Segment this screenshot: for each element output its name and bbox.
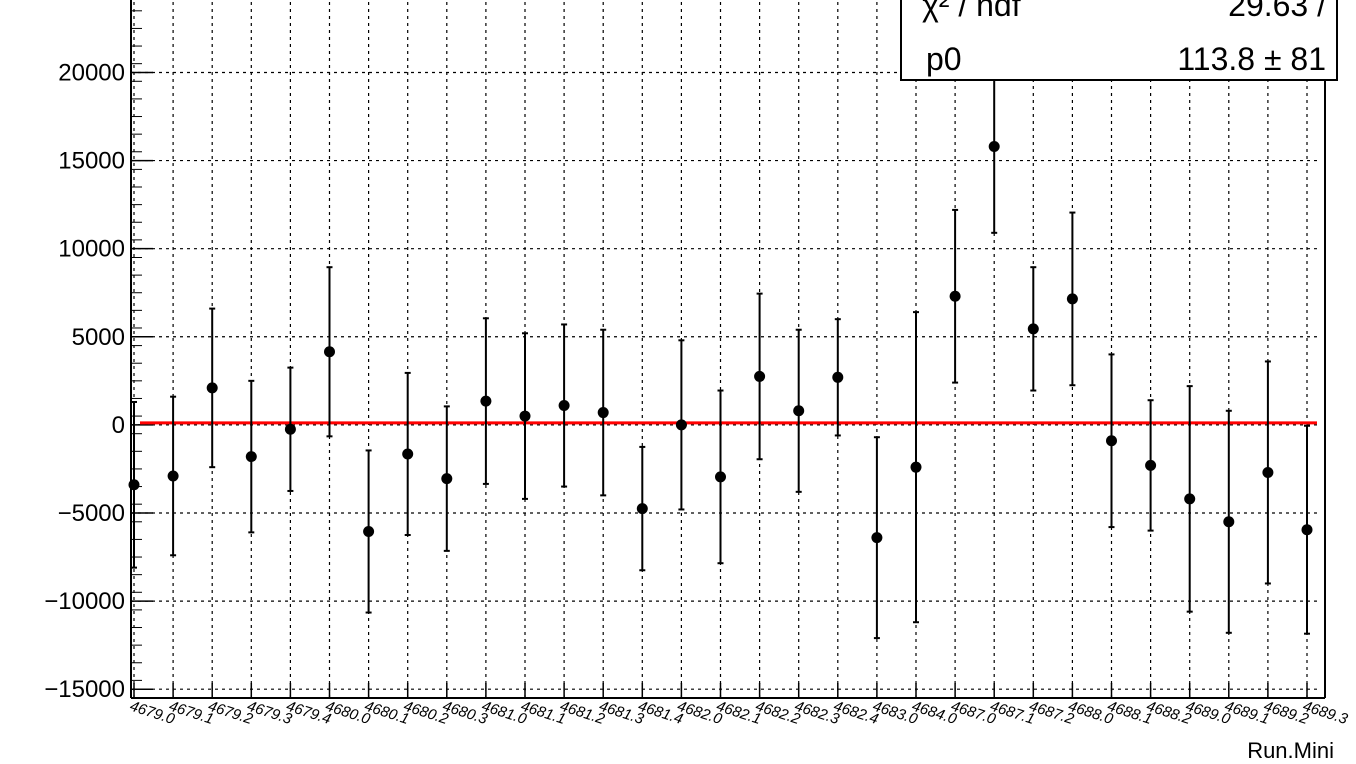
y-tick-label: −5000 bbox=[58, 500, 125, 527]
data-point bbox=[245, 451, 257, 463]
data-point bbox=[910, 461, 922, 473]
y-tick-label: 5000 bbox=[72, 324, 125, 351]
data-point bbox=[167, 470, 179, 482]
stats-box: χ² / ndf 29.63 / p0 113.8 ± 81 bbox=[900, 0, 1338, 81]
data-point bbox=[871, 532, 883, 544]
data-point bbox=[636, 503, 648, 515]
y-tick-label: −10000 bbox=[44, 588, 125, 615]
data-point bbox=[1262, 466, 1274, 478]
data-point bbox=[715, 471, 726, 483]
data-point bbox=[949, 290, 961, 302]
data-point bbox=[675, 419, 687, 431]
y-tick-label: 20000 bbox=[58, 59, 125, 86]
data-point bbox=[128, 479, 140, 491]
stats-chi2-value: 29.63 / bbox=[1228, 0, 1326, 23]
x-axis-title: Run.Mini bbox=[1247, 738, 1334, 763]
data-point bbox=[1027, 323, 1039, 335]
data-point bbox=[1184, 493, 1196, 505]
y-tick-label: 15000 bbox=[58, 148, 125, 175]
data-point bbox=[1301, 524, 1313, 536]
data-point bbox=[1066, 293, 1078, 305]
data-point bbox=[519, 410, 531, 422]
data-point bbox=[1145, 459, 1157, 471]
y-tick-label: −15000 bbox=[44, 676, 125, 703]
data-point bbox=[558, 400, 570, 412]
data-points bbox=[128, 59, 1313, 640]
data-point bbox=[1223, 516, 1235, 528]
data-point bbox=[324, 346, 335, 358]
data-point bbox=[363, 525, 375, 537]
data-point bbox=[284, 423, 296, 435]
y-axis: −15000 −10000 −5000 0 5000 10000 15000 20000 bbox=[44, 10, 153, 703]
data-point bbox=[480, 395, 492, 407]
data-point bbox=[206, 382, 218, 394]
data-point bbox=[754, 370, 766, 382]
data-point bbox=[832, 371, 844, 383]
stats-p0-label: p0 bbox=[926, 41, 962, 77]
data-point bbox=[441, 473, 453, 485]
stats-box-frame bbox=[900, 0, 1338, 81]
data-point bbox=[988, 140, 1000, 152]
data-point bbox=[1106, 435, 1117, 447]
data-point bbox=[402, 448, 414, 460]
data-point bbox=[793, 405, 805, 417]
stats-p0-value: 113.8 ± 81 bbox=[1177, 41, 1326, 77]
stats-chi2-label: χ² / ndf bbox=[922, 0, 1021, 23]
y-tick-label: 0 bbox=[112, 412, 125, 439]
y-tick-label: 10000 bbox=[58, 236, 125, 263]
data-point bbox=[597, 407, 609, 419]
